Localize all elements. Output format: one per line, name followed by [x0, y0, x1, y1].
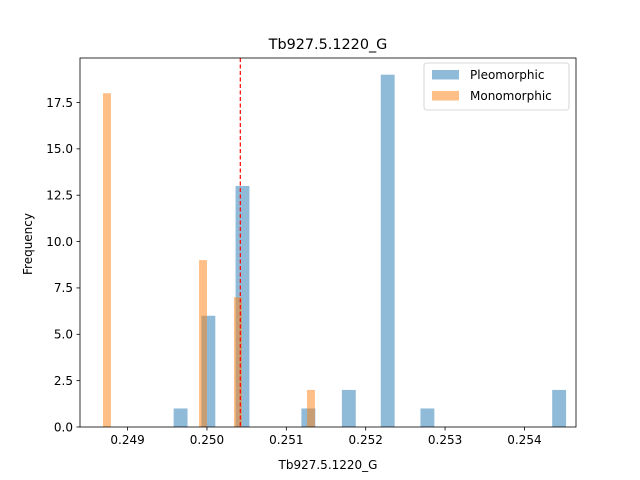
bar-monomorphic-1: [199, 260, 207, 427]
bar-pleomorphic-5: [380, 74, 395, 427]
axes: 0.249 0.250 0.251 0.252 0.253 0.254 0.0 2.5 5.0 7…: [46, 57, 577, 447]
plot-area: [103, 58, 567, 427]
bar-monomorphic-2: [233, 297, 242, 427]
y-axis-label: Frequency: [21, 213, 35, 275]
y-tick-label: 0.0: [54, 420, 73, 434]
y-tick-label: 5.0: [54, 328, 73, 342]
bar-pleomorphic-0: [173, 408, 188, 427]
y-tick-label: 15.0: [46, 142, 73, 156]
legend-swatch-pleomorphic: [432, 70, 459, 80]
y-tick-label: 2.5: [54, 374, 73, 388]
x-axis-label: Tb927.5.1220_G: [278, 458, 378, 472]
legend-box: [423, 62, 570, 111]
x-tick-label: 0.252: [349, 433, 383, 447]
legend-swatch-monomorphic: [432, 91, 459, 101]
bar-pleomorphic-4: [341, 389, 356, 427]
x-tick-label: 0.250: [190, 433, 224, 447]
bar-monomorphic-0: [103, 93, 111, 427]
x-tick-label: 0.249: [110, 433, 144, 447]
x-tick-label: 0.254: [507, 433, 541, 447]
axes-frame: [79, 57, 577, 428]
chart-title: Tb927.5.1220_G: [268, 37, 388, 53]
y-tick-label: 7.5: [54, 281, 73, 295]
y-tick-label: 17.5: [46, 96, 73, 110]
x-tick-label: 0.251: [269, 433, 303, 447]
bar-pleomorphic-7: [552, 389, 567, 427]
y-tick-label: 12.5: [46, 189, 73, 203]
legend-label-monomorphic: Monomorphic: [470, 89, 552, 103]
bar-pleomorphic-6: [420, 408, 435, 427]
y-tick-label: 10.0: [46, 235, 73, 249]
legend-label-pleomorphic: Pleomorphic: [470, 68, 544, 82]
legend: Pleomorphic Monomorphic: [423, 62, 570, 111]
bar-monomorphic-3: [306, 389, 315, 427]
x-tick-label: 0.253: [428, 433, 462, 447]
